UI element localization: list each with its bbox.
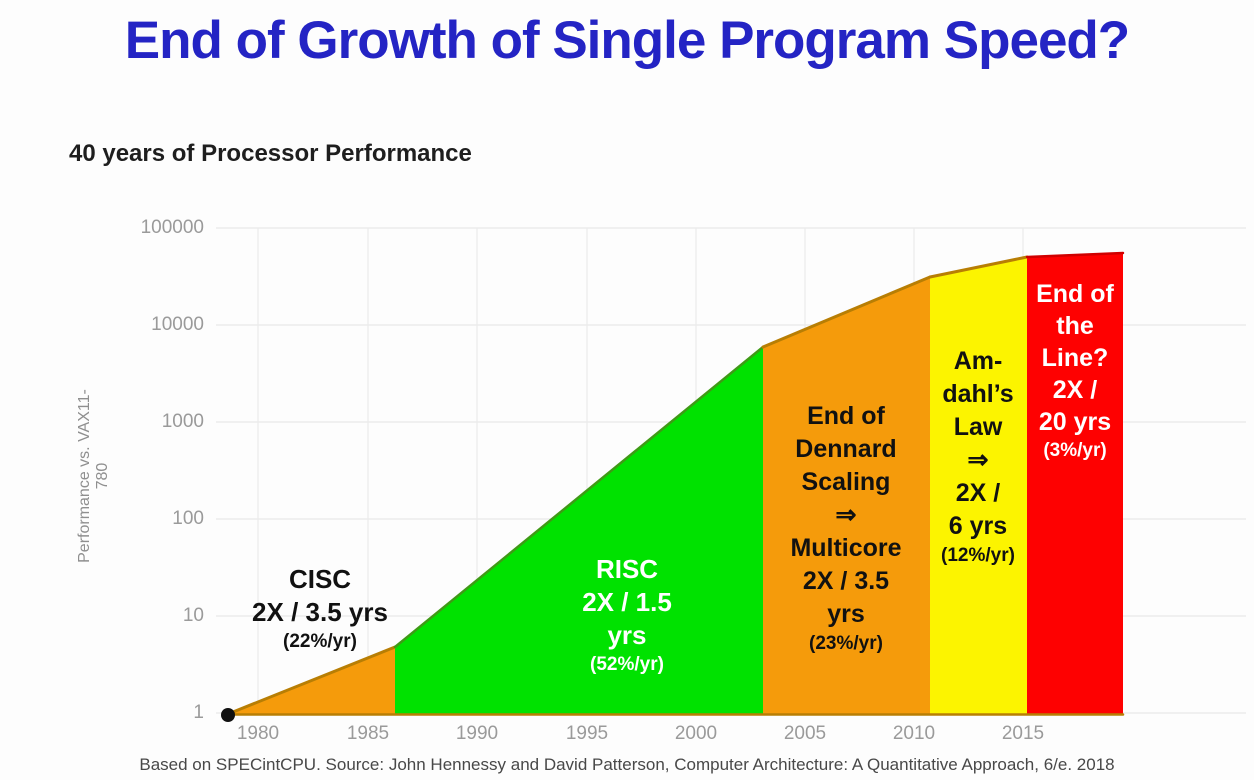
region-label-line: Law: [953, 413, 1003, 441]
y-tick-10000: 10000: [151, 314, 204, 335]
rightwards-double-arrow: ⇒: [835, 501, 857, 529]
region-label-line: 6 yrs: [948, 512, 1008, 540]
performance-trend-line: [226, 251, 1125, 716]
region-label-line: End of: [807, 402, 885, 430]
region-label-line: 2X / 3.5: [802, 567, 890, 595]
x-tick-1985: 1985: [346, 723, 390, 744]
region-growth-rate: (23%/yr): [809, 633, 883, 654]
region-label-line: CISC: [288, 564, 352, 594]
y-tick-1000: 1000: [161, 411, 204, 432]
source-note: Based on SPECintCPU. Source: John Hennes…: [139, 755, 1115, 774]
y-tick-100000: 100000: [140, 217, 204, 238]
y-tick-1: 1: [193, 702, 204, 723]
region-label-line: 2X /: [955, 479, 1001, 507]
region-growth-rate: (3%/yr): [1043, 440, 1107, 461]
region-label-line: RISC: [595, 554, 659, 584]
region-label-line: the: [1056, 312, 1094, 340]
y-axis-title: Performance vs. VAX11-780: [76, 389, 111, 563]
region-label-line: yrs: [607, 620, 647, 650]
region-label-line: 2X /: [1052, 376, 1098, 404]
region-risc-area: [395, 347, 763, 714]
region-label-cisc: CISC 2X / 3.5 yrs (22%/yr): [220, 563, 420, 655]
region-label-risc: RISC 2X / 1.5 yrs (52%/yr): [527, 553, 727, 678]
region-growth-rate: (52%/yr): [590, 654, 664, 675]
x-tick-2005: 2005: [783, 723, 827, 744]
x-tick-2015: 2015: [1001, 723, 1045, 744]
region-label-line: yrs: [827, 600, 865, 628]
y-tick-100: 100: [172, 508, 204, 529]
x-tick-1990: 1990: [455, 723, 499, 744]
y-tick-10: 10: [182, 605, 204, 626]
region-label-line: Line?: [1041, 344, 1109, 372]
region-growth-rate: (22%/yr): [283, 631, 357, 652]
data-point-1978: [221, 708, 235, 722]
region-dennard-area: [763, 277, 930, 714]
region-label-line: 2X / 1.5: [582, 587, 672, 617]
slide-title: End of Growth of Single Program Speed?: [124, 11, 1130, 70]
region-label-line: Multicore: [790, 534, 902, 562]
x-tick-1980: 1980: [236, 723, 280, 744]
region-amdahl-area: [930, 257, 1027, 714]
region-label-line: Am-: [953, 347, 1003, 375]
x-tick-1995: 1995: [565, 723, 609, 744]
region-growth-rate: (12%/yr): [941, 545, 1015, 566]
region-label-line: End of: [1036, 280, 1114, 308]
region-label-dennard: End of Dennard Scaling ⇒ Multicore 2X / …: [756, 400, 936, 657]
rightwards-double-arrow: ⇒: [967, 446, 989, 474]
x-tick-2010: 2010: [892, 723, 936, 744]
region-label-line: dahl’s: [942, 380, 1014, 408]
region-label-line: Scaling: [801, 468, 891, 496]
region-label-amdahl: Am- dahl’s Law ⇒ 2X / 6 yrs (12%/yr): [920, 345, 1036, 569]
chart-title: 40 years of Processor Performance: [69, 140, 472, 167]
x-tick-2000: 2000: [674, 723, 718, 744]
region-label-line: 20 yrs: [1038, 408, 1112, 436]
region-label-line: 2X / 3.5 yrs: [252, 597, 388, 627]
region-endline-area: [1027, 253, 1123, 714]
region-label-line: Dennard: [795, 435, 897, 463]
region-label-end-of-line: End of the Line? 2X / 20 yrs (3%/yr): [1015, 278, 1135, 464]
